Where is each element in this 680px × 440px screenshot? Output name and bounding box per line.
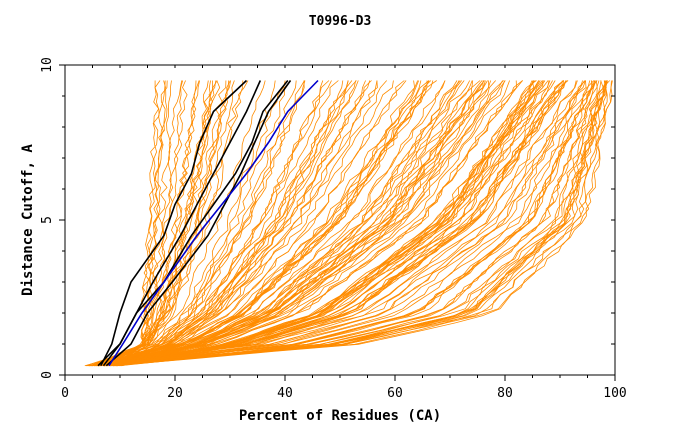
x-tick-label: 40: [277, 386, 293, 401]
model-curve: [113, 80, 200, 366]
model-curve: [115, 80, 504, 367]
y-axis-title: Distance Cutoff, A: [20, 144, 36, 296]
highlight-curves: [97, 79, 319, 367]
model-curve: [84, 80, 291, 367]
model-curve: [112, 80, 481, 367]
model-curve: [94, 80, 266, 367]
x-tick-label: 20: [167, 386, 183, 401]
best-model-curve: [108, 79, 319, 367]
x-axis-title: Percent of Residues (CA): [239, 408, 441, 424]
model-curve: [109, 80, 608, 367]
model-curve: [113, 80, 612, 367]
model-curve: [92, 80, 595, 367]
model-curve: [85, 80, 583, 367]
model-curve: [115, 80, 366, 367]
model-curve: [115, 80, 465, 367]
model-curve: [98, 80, 183, 367]
model-curve: [98, 80, 607, 367]
y-tick-label: 10: [40, 57, 55, 73]
y-tick-label: 0: [40, 371, 55, 379]
model-curve: [89, 80, 591, 367]
model-curve: [91, 80, 200, 367]
model-curve: [89, 80, 523, 367]
model-curve: [90, 80, 586, 367]
x-tick-label: 100: [603, 386, 626, 401]
model-curve: [96, 80, 545, 367]
model-curve: [103, 80, 485, 367]
model-curve: [117, 80, 458, 367]
x-tick-label: 80: [497, 386, 513, 401]
model-curve: [97, 80, 551, 367]
model-curve: [103, 80, 608, 367]
model-curve: [104, 80, 587, 367]
model-curve: [116, 80, 372, 367]
model-curve: [94, 80, 407, 367]
axis-ticks: 0 20 40 60 80 100 0 5 10: [40, 57, 627, 401]
model-curve: [117, 80, 394, 367]
model-curve: [90, 80, 510, 367]
highlight-model-curve: [100, 79, 248, 367]
model-curve: [116, 80, 535, 367]
model-curve: [95, 80, 490, 367]
model-curve: [91, 80, 565, 367]
model-curve: [98, 80, 485, 367]
model-curve: [107, 80, 286, 367]
model-curve: [116, 80, 227, 367]
model-curve: [102, 80, 168, 367]
chart-title: T0996-D3: [308, 14, 372, 29]
model-curve: [89, 80, 231, 367]
model-curve: [109, 80, 549, 367]
model-curve: [109, 80, 607, 367]
model-curve: [103, 80, 330, 367]
model-curve: [92, 80, 387, 367]
model-curve: [98, 80, 586, 367]
model-curve: [116, 80, 357, 367]
model-curve: [117, 80, 506, 367]
model-curve: [113, 80, 602, 367]
x-tick-label: 0: [61, 386, 69, 401]
model-curve: [92, 80, 276, 367]
y-tick-label: 5: [40, 216, 55, 224]
model-curve: [93, 80, 305, 367]
model-curve: [118, 80, 249, 366]
model-curve: [89, 80, 598, 367]
model-curve: [96, 80, 419, 367]
highlight-model-curve: [105, 80, 292, 367]
background-model-curves: [84, 80, 613, 367]
model-curve: [104, 80, 437, 367]
x-tick-label: 60: [387, 386, 403, 401]
model-curve: [107, 80, 606, 367]
model-curve: [101, 80, 506, 367]
model-curve: [91, 80, 428, 367]
model-curve: [112, 80, 577, 367]
model-curve: [96, 80, 306, 367]
model-curve: [93, 80, 172, 367]
model-curve: [113, 80, 593, 367]
model-curve: [115, 80, 595, 367]
model-curve: [121, 80, 567, 367]
model-curve: [120, 80, 344, 367]
model-curve: [100, 80, 446, 367]
model-curve: [98, 80, 473, 367]
model-curve: [98, 80, 564, 367]
model-curve: [89, 80, 471, 367]
model-curve: [99, 80, 339, 367]
model-curve: [100, 80, 161, 367]
model-curve: [120, 80, 537, 367]
model-curve: [106, 80, 578, 367]
model-curve: [92, 80, 430, 367]
model-curve: [88, 80, 430, 367]
model-curve: [89, 80, 378, 367]
model-curve: [111, 80, 598, 367]
model-curve: [111, 80, 305, 367]
model-curve: [98, 80, 221, 367]
model-curve: [115, 80, 209, 367]
model-curve: [89, 80, 168, 367]
model-curve: [103, 80, 613, 367]
model-curve: [99, 80, 446, 367]
model-curve: [87, 80, 600, 367]
model-curve: [113, 80, 434, 367]
highlight-model-curve: [102, 80, 289, 367]
